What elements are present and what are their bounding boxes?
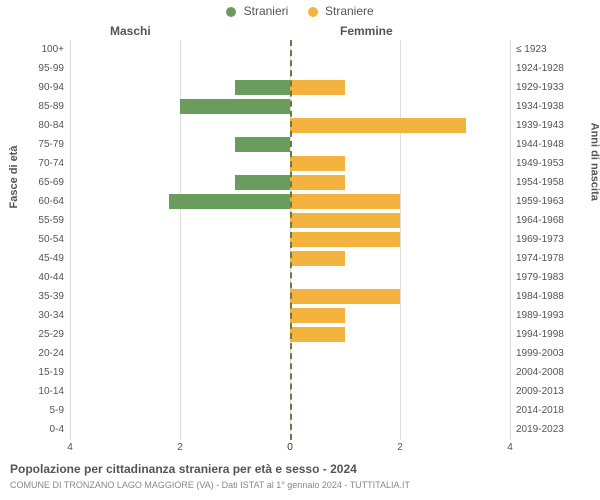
center-divider: [290, 40, 292, 440]
bar-female: [290, 289, 400, 304]
bar-female: [290, 251, 345, 266]
column-header-male: Maschi: [110, 24, 151, 38]
legend-swatch-male: [226, 7, 236, 17]
x-tick-label: 2: [177, 442, 183, 453]
legend-label-female: Straniere: [325, 4, 374, 18]
birth-year-label: 1954-1958: [516, 173, 596, 192]
bar-female: [290, 194, 400, 209]
gridline: [70, 40, 71, 440]
age-label: 0-4: [4, 420, 64, 439]
x-tick-label: 4: [67, 442, 73, 453]
legend-item-female: Straniere: [308, 4, 374, 18]
gridline: [510, 40, 511, 440]
bar-female: [290, 175, 345, 190]
bar-male: [235, 80, 290, 95]
age-label: 85-89: [4, 97, 64, 116]
chart-subtitle: COMUNE DI TRONZANO LAGO MAGGIORE (VA) - …: [10, 480, 410, 490]
age-label: 95-99: [4, 59, 64, 78]
birth-year-label: 1944-1948: [516, 135, 596, 154]
legend: Stranieri Straniere: [0, 4, 600, 18]
age-label: 100+: [4, 40, 64, 59]
birth-year-label: 1924-1928: [516, 59, 596, 78]
x-tick-label: 0: [287, 442, 293, 453]
birth-year-label: 2014-2018: [516, 401, 596, 420]
age-label: 55-59: [4, 211, 64, 230]
population-pyramid-chart: Stranieri Straniere Maschi Femmine Fasce…: [0, 0, 600, 500]
birth-year-label: 1999-2003: [516, 344, 596, 363]
birth-year-label: 1979-1983: [516, 268, 596, 287]
bar-male: [235, 137, 290, 152]
column-header-female: Femmine: [340, 24, 393, 38]
birth-year-label: 1949-1953: [516, 154, 596, 173]
age-label: 35-39: [4, 287, 64, 306]
age-label: 70-74: [4, 154, 64, 173]
age-label: 60-64: [4, 192, 64, 211]
birth-year-label: 1969-1973: [516, 230, 596, 249]
birth-year-label: 1939-1943: [516, 116, 596, 135]
birth-year-label: ≤ 1923: [516, 40, 596, 59]
bar-female: [290, 156, 345, 171]
bar-female: [290, 232, 400, 247]
bar-male: [169, 194, 290, 209]
plot-area: [70, 40, 510, 440]
age-label: 65-69: [4, 173, 64, 192]
birth-year-label: 1974-1978: [516, 249, 596, 268]
age-label: 45-49: [4, 249, 64, 268]
bar-male: [235, 175, 290, 190]
birth-year-label: 1984-1988: [516, 287, 596, 306]
age-label: 20-24: [4, 344, 64, 363]
legend-item-male: Stranieri: [226, 4, 288, 18]
age-label: 10-14: [4, 382, 64, 401]
birth-year-label: 1994-1998: [516, 325, 596, 344]
age-label: 5-9: [4, 401, 64, 420]
age-label: 50-54: [4, 230, 64, 249]
age-label: 30-34: [4, 306, 64, 325]
age-label: 80-84: [4, 116, 64, 135]
legend-label-male: Stranieri: [244, 4, 289, 18]
chart-title: Popolazione per cittadinanza straniera p…: [10, 462, 357, 476]
x-tick-label: 4: [507, 442, 513, 453]
birth-year-label: 2019-2023: [516, 420, 596, 439]
gridline: [400, 40, 401, 440]
age-label: 75-79: [4, 135, 64, 154]
birth-year-label: 2004-2008: [516, 363, 596, 382]
plot-half-female: [290, 40, 510, 440]
bar-female: [290, 118, 466, 133]
birth-year-label: 1959-1963: [516, 192, 596, 211]
age-label: 25-29: [4, 325, 64, 344]
x-tick-label: 2: [397, 442, 403, 453]
bar-female: [290, 327, 345, 342]
age-label: 90-94: [4, 78, 64, 97]
birth-year-label: 1964-1968: [516, 211, 596, 230]
birth-year-label: 1989-1993: [516, 306, 596, 325]
bar-male: [180, 99, 290, 114]
plot-half-male: [70, 40, 290, 440]
age-label: 40-44: [4, 268, 64, 287]
legend-swatch-female: [308, 7, 318, 17]
age-label: 15-19: [4, 363, 64, 382]
birth-year-label: 2009-2013: [516, 382, 596, 401]
birth-year-label: 1934-1938: [516, 97, 596, 116]
bar-female: [290, 213, 400, 228]
birth-year-label: 1929-1933: [516, 78, 596, 97]
bar-female: [290, 308, 345, 323]
bar-female: [290, 80, 345, 95]
